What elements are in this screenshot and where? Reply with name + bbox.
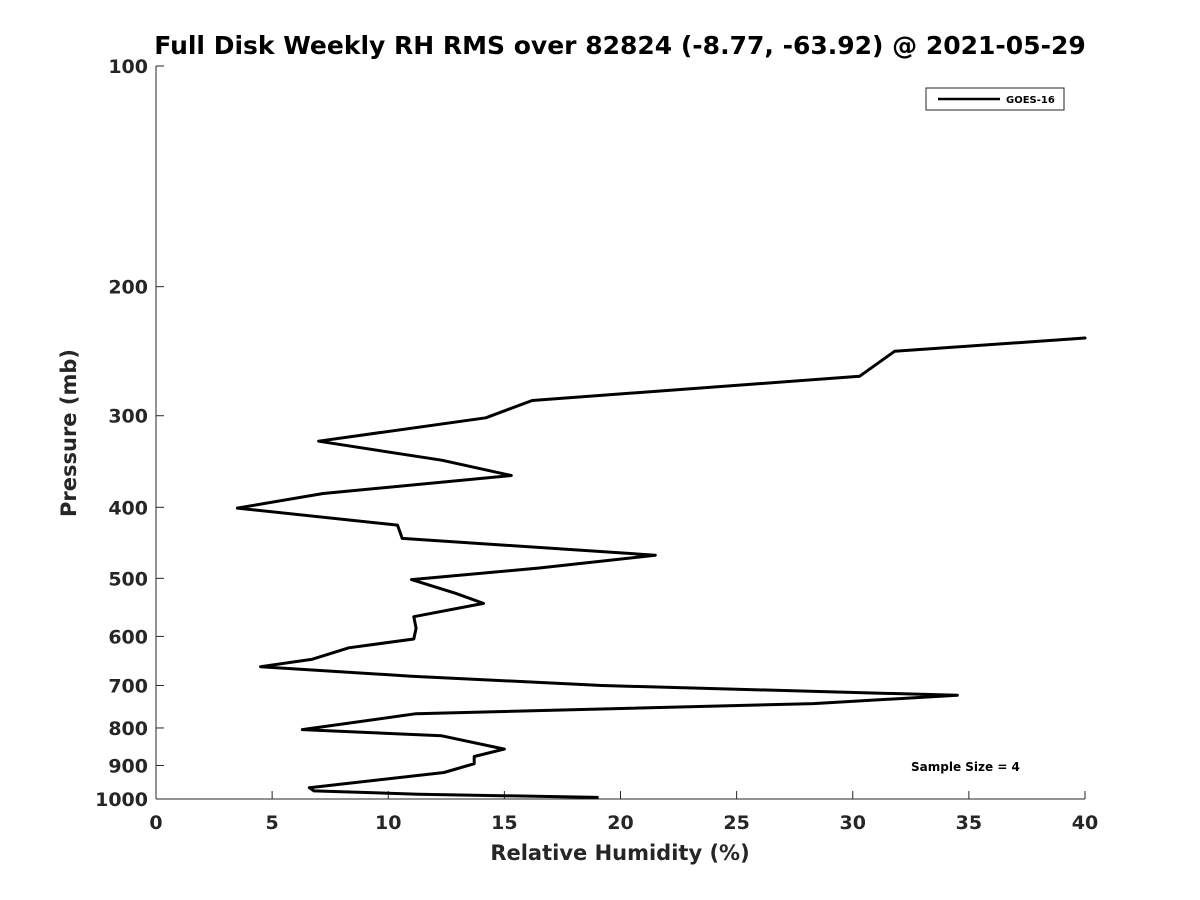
- legend-label-goes-16: GOES-16: [1006, 95, 1055, 106]
- x-axis-label: Relative Humidity (%): [490, 841, 749, 865]
- series-group: [235, 336, 1087, 799]
- x-tick-label: 5: [266, 812, 279, 834]
- y-tick-label: 400: [108, 497, 148, 519]
- legend: GOES-16: [925, 87, 1065, 111]
- x-tick-label: 0: [149, 812, 162, 834]
- y-tick-label: 300: [108, 406, 148, 428]
- y-ticks: 100 200 300 400 500 600 700 800 900 1000: [95, 56, 164, 811]
- x-ticks: 0 5 10 15 20 25 30 35 40: [149, 791, 1098, 834]
- x-tick-label: 15: [491, 812, 517, 834]
- chart-title: Full Disk Weekly RH RMS over 82824 (-8.7…: [154, 31, 1086, 60]
- x-tick-label: 40: [1072, 812, 1098, 834]
- y-tick-label: 800: [108, 718, 148, 740]
- x-tick-label: 35: [956, 812, 982, 834]
- series-line-goes-16: [235, 336, 1087, 799]
- y-tick-label: 900: [108, 755, 148, 777]
- y-tick-label: 500: [108, 568, 148, 590]
- y-tick-label: 600: [108, 626, 148, 648]
- x-tick-label: 20: [607, 812, 633, 834]
- x-tick-label: 10: [375, 812, 401, 834]
- y-tick-label: 200: [108, 277, 148, 299]
- y-tick-label: 700: [108, 675, 148, 697]
- y-tick-label: 1000: [95, 789, 148, 811]
- y-tick-label: 100: [108, 56, 148, 78]
- y-axis-label: Pressure (mb): [57, 349, 81, 517]
- x-tick-label: 30: [840, 812, 866, 834]
- x-tick-label: 25: [723, 812, 749, 834]
- sample-size-annotation: Sample Size = 4: [911, 760, 1020, 774]
- plot-area: 0 5 10 15 20 25 30 35 40 100 200 300 400 500 600 700 80…: [95, 56, 1098, 834]
